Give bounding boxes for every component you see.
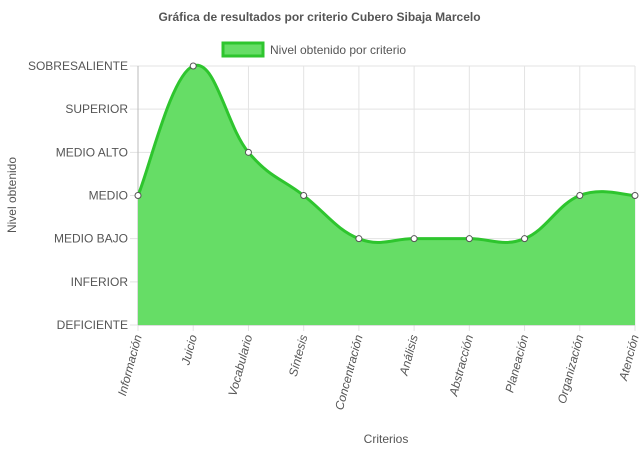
x-tick-label: Análisis [396, 333, 420, 378]
y-tick-label: SOBRESALIENTE [28, 59, 128, 73]
chart-title: Gráfica de resultados por criterio Cuber… [158, 10, 480, 24]
x-tick-label: Vocabulario [225, 333, 255, 398]
y-tick-label: MEDIO BAJO [54, 232, 128, 246]
legend-label: Nivel obtenido por criterio [270, 43, 406, 57]
data-point-7[interactable] [521, 235, 529, 243]
x-tick-label: Abstracción [446, 333, 476, 398]
y-tick-label: INFERIOR [71, 275, 129, 289]
data-point-4[interactable] [355, 235, 363, 243]
data-point-2[interactable] [244, 148, 252, 156]
x-axis-title: Criterios [364, 432, 409, 446]
x-tick-label: Concentración [332, 333, 366, 412]
y-tick-label: DEFICIENTE [57, 318, 128, 332]
data-point-9[interactable] [631, 192, 639, 199]
data-point-0[interactable] [134, 192, 142, 199]
x-tick-label: Síntesis [286, 333, 311, 378]
series-area-fill [138, 65, 635, 325]
x-tick-label: Juicio [178, 333, 200, 368]
y-tick-label: MEDIO [89, 189, 128, 203]
x-tick-label: Información [115, 333, 145, 397]
y-axis-tick-labels: DEFICIENTE INFERIOR MEDIO BAJO MEDIO MEDIO A… [28, 59, 128, 332]
legend-swatch [221, 41, 265, 58]
data-point-5[interactable] [410, 235, 418, 243]
x-tick-label: Organización [555, 333, 587, 405]
legend[interactable]: Nivel obtenido por criterio [221, 41, 406, 58]
data-point-6[interactable] [465, 235, 473, 243]
data-point-1[interactable] [189, 62, 197, 70]
y-axis-title: Nivel obtenido [5, 157, 19, 233]
y-tick-label: SUPERIOR [65, 102, 128, 116]
x-tick-label: Atención [616, 333, 639, 383]
data-points [134, 62, 639, 243]
data-point-8[interactable] [576, 192, 584, 199]
x-tick-label: Planeación [502, 333, 531, 394]
data-point-3[interactable] [300, 192, 308, 199]
y-tick-label: MEDIO ALTO [56, 145, 128, 159]
x-axis-tick-labels: Información Juicio Vocabulario Síntesis Conc… [115, 333, 639, 412]
